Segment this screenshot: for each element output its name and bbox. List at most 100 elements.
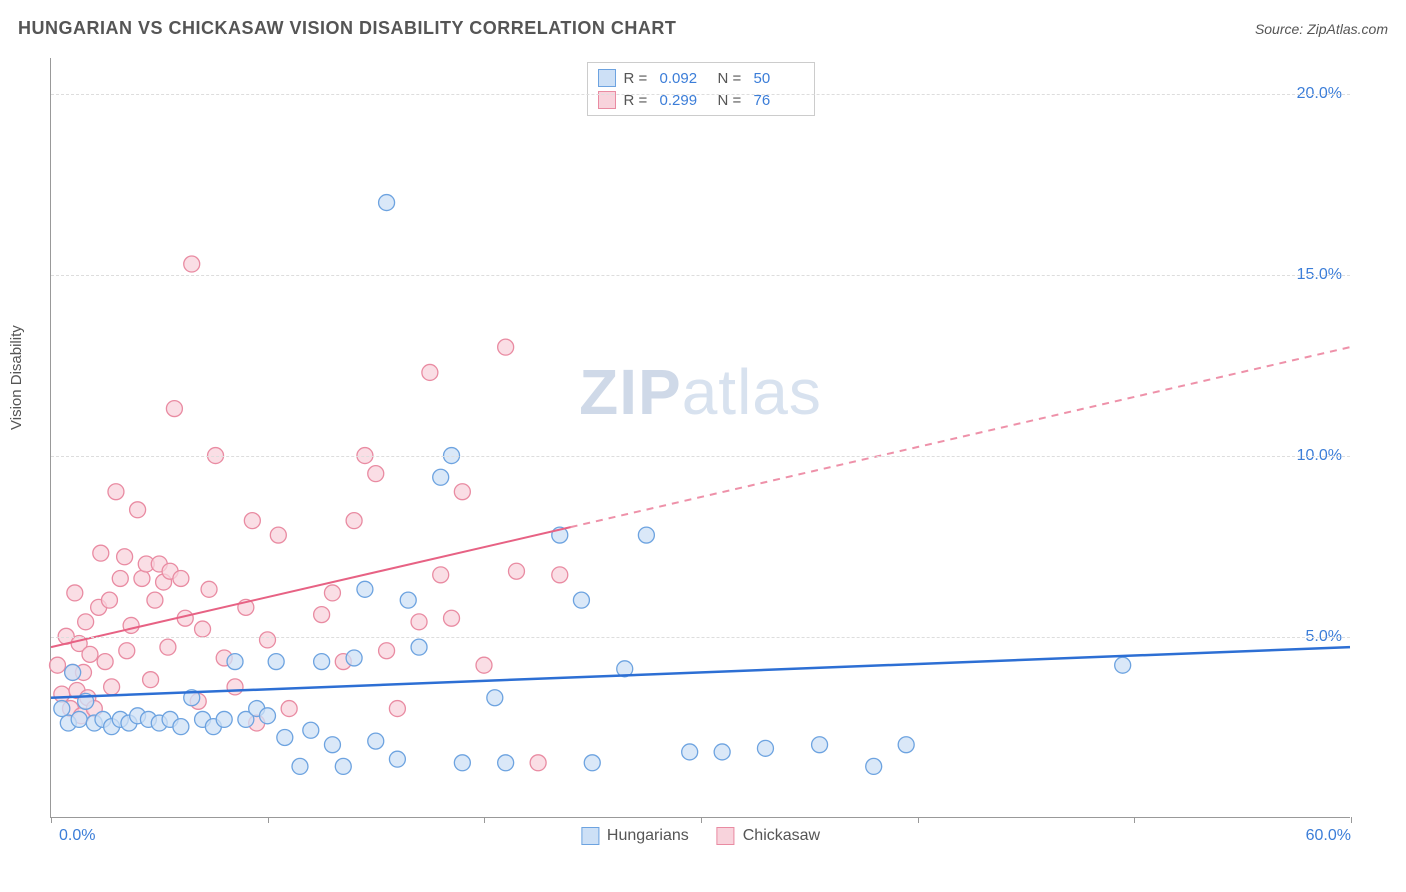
data-point bbox=[112, 570, 128, 586]
data-point bbox=[270, 527, 286, 543]
data-point bbox=[82, 646, 98, 662]
data-point bbox=[292, 758, 308, 774]
data-point bbox=[324, 737, 340, 753]
data-point bbox=[400, 592, 416, 608]
data-point bbox=[411, 639, 427, 655]
data-point bbox=[147, 592, 163, 608]
data-point bbox=[476, 657, 492, 673]
legend-row-hungarians: R = 0.092 N = 50 bbox=[598, 67, 804, 89]
trend-line bbox=[51, 647, 1350, 698]
gridline bbox=[51, 637, 1350, 638]
data-point bbox=[552, 567, 568, 583]
data-point bbox=[368, 733, 384, 749]
series-legend: Hungarians Chickasaw bbox=[581, 827, 820, 845]
data-point bbox=[104, 679, 120, 695]
chart-title: HUNGARIAN VS CHICKASAW VISION DISABILITY… bbox=[18, 18, 676, 39]
data-point bbox=[67, 585, 83, 601]
data-point bbox=[812, 737, 828, 753]
x-tick bbox=[484, 817, 485, 823]
gridline bbox=[51, 94, 1350, 95]
n-value: 50 bbox=[754, 70, 804, 87]
r-label: R = bbox=[624, 70, 652, 87]
data-point bbox=[227, 679, 243, 695]
data-point bbox=[268, 654, 284, 670]
data-point bbox=[143, 672, 159, 688]
data-point bbox=[216, 711, 232, 727]
chart-svg bbox=[51, 58, 1350, 817]
y-axis-label: Vision Disability bbox=[8, 325, 25, 430]
source-attribution: Source: ZipAtlas.com bbox=[1255, 21, 1388, 37]
correlation-legend: R = 0.092 N = 50 R = 0.299 N = 76 bbox=[587, 62, 815, 116]
data-point bbox=[71, 711, 87, 727]
data-point bbox=[97, 654, 113, 670]
data-point bbox=[411, 614, 427, 630]
data-point bbox=[498, 339, 514, 355]
x-tick bbox=[51, 817, 52, 823]
data-point bbox=[454, 484, 470, 500]
data-point bbox=[335, 758, 351, 774]
data-point bbox=[260, 708, 276, 724]
data-point bbox=[314, 607, 330, 623]
data-point bbox=[682, 744, 698, 760]
data-point bbox=[173, 570, 189, 586]
data-point bbox=[389, 701, 405, 717]
legend-label: Chickasaw bbox=[743, 827, 820, 845]
x-tick-label: 60.0% bbox=[1306, 827, 1351, 845]
swatch-hungarians bbox=[581, 827, 599, 845]
data-point bbox=[454, 755, 470, 771]
data-point bbox=[346, 513, 362, 529]
data-point bbox=[119, 643, 135, 659]
swatch-chickasaw bbox=[717, 827, 735, 845]
data-point bbox=[130, 502, 146, 518]
r-value: 0.092 bbox=[660, 70, 710, 87]
trend-line bbox=[51, 527, 571, 647]
n-label: N = bbox=[718, 70, 746, 87]
trend-line-projection bbox=[571, 347, 1350, 527]
source-value: ZipAtlas.com bbox=[1307, 21, 1388, 37]
data-point bbox=[498, 755, 514, 771]
data-point bbox=[195, 621, 211, 637]
legend-label: Hungarians bbox=[607, 827, 689, 845]
data-point bbox=[260, 632, 276, 648]
data-point bbox=[117, 549, 133, 565]
data-point bbox=[108, 484, 124, 500]
data-point bbox=[584, 755, 600, 771]
data-point bbox=[346, 650, 362, 666]
legend-item-chickasaw: Chickasaw bbox=[717, 827, 820, 845]
data-point bbox=[201, 581, 217, 597]
data-point bbox=[78, 614, 94, 630]
data-point bbox=[368, 466, 384, 482]
legend-row-chickasaw: R = 0.299 N = 76 bbox=[598, 89, 804, 111]
x-tick bbox=[1134, 817, 1135, 823]
data-point bbox=[314, 654, 330, 670]
data-point bbox=[54, 686, 70, 702]
data-point bbox=[134, 570, 150, 586]
x-tick-label: 0.0% bbox=[59, 827, 95, 845]
data-point bbox=[757, 740, 773, 756]
data-point bbox=[379, 195, 395, 211]
legend-item-hungarians: Hungarians bbox=[581, 827, 689, 845]
data-point bbox=[433, 567, 449, 583]
chart-header: HUNGARIAN VS CHICKASAW VISION DISABILITY… bbox=[18, 18, 1388, 39]
data-point bbox=[357, 581, 373, 597]
data-point bbox=[530, 755, 546, 771]
data-point bbox=[303, 722, 319, 738]
data-point bbox=[160, 639, 176, 655]
data-point bbox=[422, 364, 438, 380]
data-point bbox=[444, 610, 460, 626]
data-point bbox=[433, 469, 449, 485]
data-point bbox=[1115, 657, 1131, 673]
gridline bbox=[51, 275, 1350, 276]
x-tick bbox=[918, 817, 919, 823]
data-point bbox=[244, 513, 260, 529]
data-point bbox=[487, 690, 503, 706]
data-point bbox=[50, 657, 66, 673]
gridline bbox=[51, 456, 1350, 457]
data-point bbox=[227, 654, 243, 670]
data-point bbox=[277, 729, 293, 745]
data-point bbox=[508, 563, 524, 579]
data-point bbox=[101, 592, 117, 608]
plot-area: ZIPatlas R = 0.092 N = 50 R = 0.299 N = … bbox=[50, 58, 1350, 818]
data-point bbox=[714, 744, 730, 760]
data-point bbox=[573, 592, 589, 608]
